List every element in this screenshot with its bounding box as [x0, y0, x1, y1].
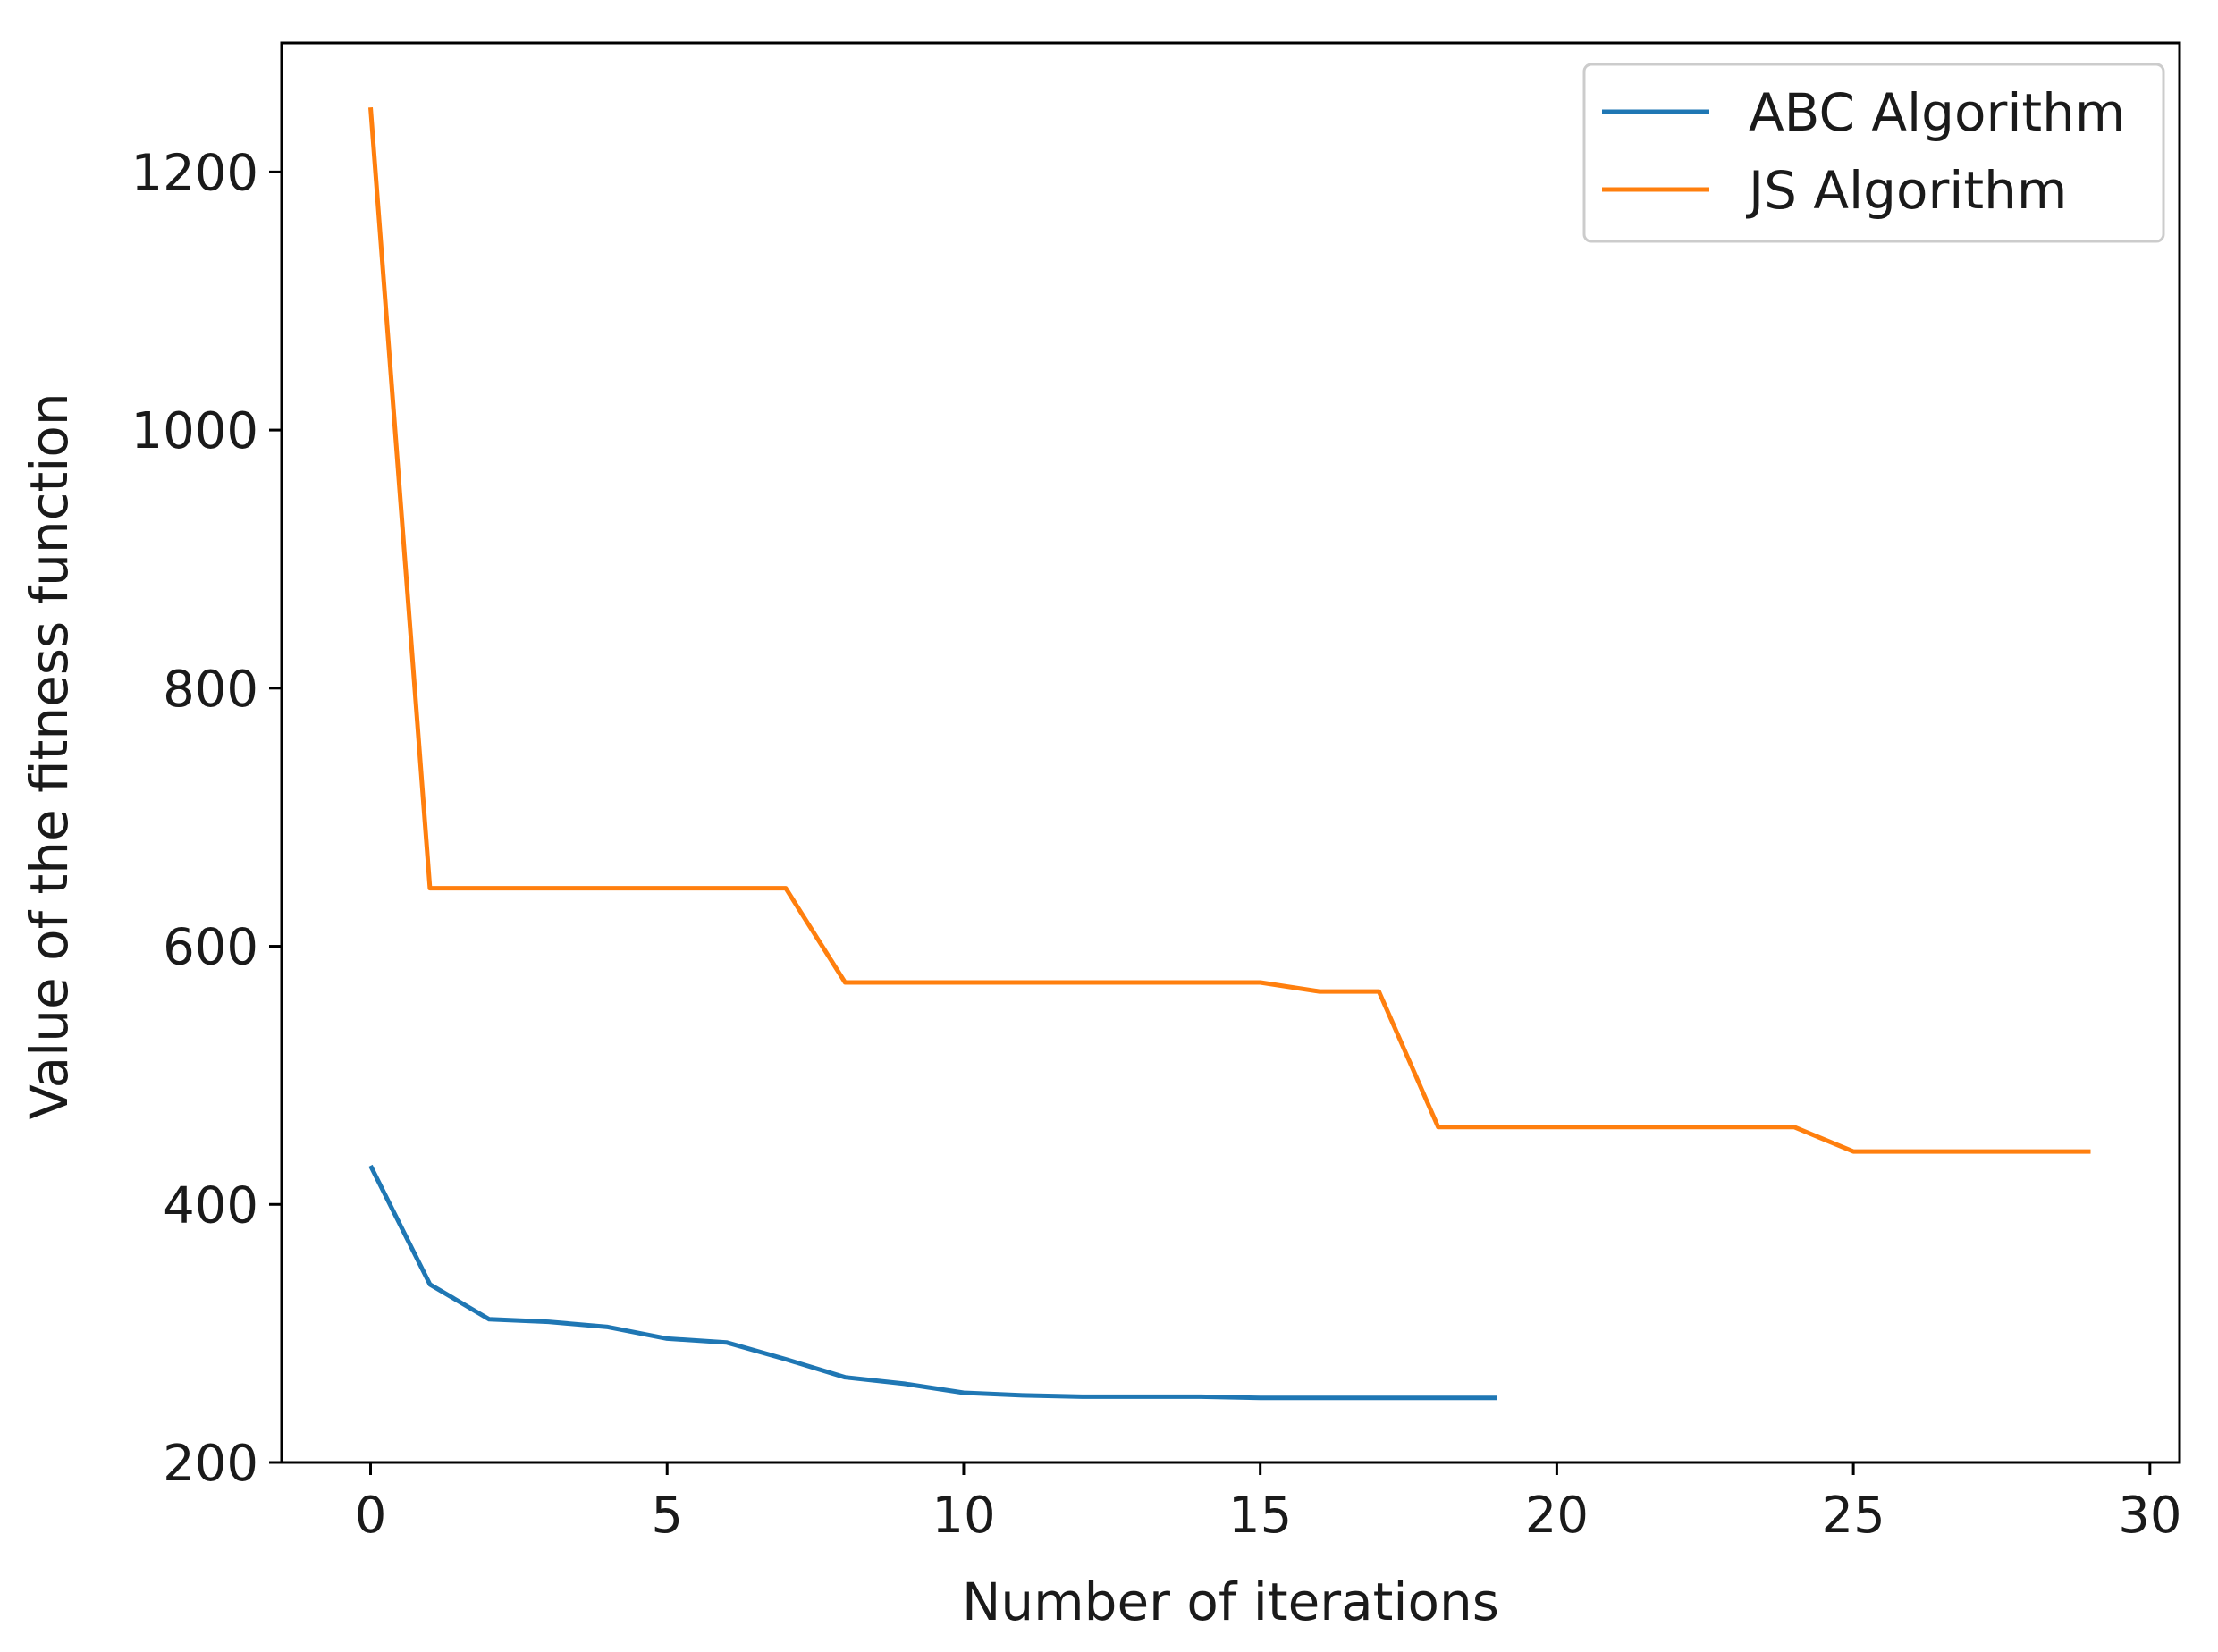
- series-line-abc: [368, 1164, 1497, 1401]
- x-tick-label: 10: [932, 1487, 995, 1545]
- y-tick-label: 400: [163, 1176, 258, 1235]
- y-tick-label: 600: [163, 919, 258, 977]
- y-tick-label: 1000: [131, 402, 258, 460]
- series-line-js: [368, 107, 2091, 1154]
- legend: ABC Algorithm JS Algorithm: [1582, 63, 2165, 243]
- x-axis-label: Number of iterations: [962, 1572, 1499, 1632]
- legend-label-abc: ABC Algorithm: [1749, 82, 2125, 143]
- legend-box: [1582, 63, 2165, 243]
- plot-frame: [280, 41, 2181, 1464]
- x-tick-label: 25: [1821, 1487, 1885, 1545]
- x-axis-ticks: 0 5 10 15 20 25 30: [355, 1462, 2181, 1545]
- legend-label-js: JS Algorithm: [1746, 160, 2067, 221]
- y-axis-ticks: 200 400 600 800 1000 1200: [131, 144, 282, 1493]
- x-tick-label: 15: [1228, 1487, 1292, 1545]
- series-layer: [368, 107, 2091, 1401]
- y-tick-label: 1200: [131, 144, 258, 202]
- y-tick-label: 200: [163, 1435, 258, 1493]
- x-tick-label: 30: [2118, 1487, 2181, 1545]
- x-tick-label: 20: [1525, 1487, 1589, 1545]
- y-axis-label: Value of the fitness function: [19, 392, 80, 1119]
- x-tick-label: 5: [651, 1487, 683, 1545]
- y-tick-label: 800: [163, 661, 258, 719]
- x-tick-label: 0: [355, 1487, 387, 1545]
